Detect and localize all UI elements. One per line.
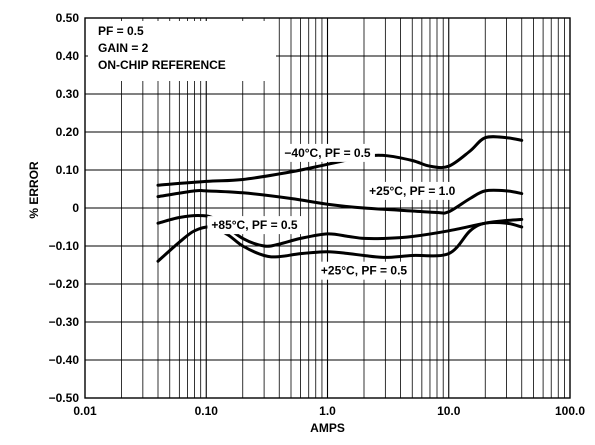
- series-label-background: [316, 261, 412, 280]
- series-label: −40°C, PF = 0.5: [284, 146, 371, 160]
- y-axis-title: % ERROR: [27, 161, 41, 219]
- series-label-background: [207, 216, 302, 235]
- y-tick-label: 0.20: [56, 125, 80, 139]
- x-axis-ticks: 0.01 0.10 1.0 10.0 100.0: [73, 404, 585, 418]
- note-line: ON-CHIP REFERENCE: [98, 58, 226, 72]
- series-label: +85°C, PF = 0.5: [211, 218, 298, 232]
- x-tick-label: 1.0: [319, 404, 336, 418]
- x-tick-label: 0.10: [195, 404, 219, 418]
- series-label-layer: −40°C, PF = 0.5 +25°C, PF = 1.0 +85°C, PF …: [211, 146, 455, 278]
- x-tick-label: 10.0: [437, 404, 461, 418]
- grid: [85, 18, 570, 398]
- y-tick-label: 0: [72, 201, 79, 215]
- y-axis-ticks: 0.50 0.40 0.30 0.20 0.10 0 −0.10 −0.20 −0.30 −0.4…: [49, 11, 80, 405]
- y-tick-label: −0.50: [49, 391, 80, 405]
- x-axis-title: AMPS: [310, 421, 345, 435]
- series-label-background: [280, 143, 375, 162]
- series-label-background: [365, 181, 460, 200]
- x-tick-label: 100.0: [555, 404, 585, 418]
- y-tick-label: −0.40: [49, 353, 80, 367]
- y-tick-label: −0.30: [49, 315, 80, 329]
- series-label: +25°C, PF = 1.0: [369, 184, 456, 198]
- plot-frame: [84, 17, 571, 399]
- note-line: GAIN = 2: [98, 41, 149, 55]
- x-tick-label: 0.01: [73, 404, 97, 418]
- series-lines: [156, 135, 524, 263]
- series-line-1: [156, 135, 524, 187]
- y-tick-label: 0.30: [56, 87, 80, 101]
- y-tick-label: −0.20: [49, 277, 80, 291]
- note-line: PF = 0.5: [98, 24, 144, 38]
- series-label: +25°C, PF = 0.5: [321, 264, 408, 278]
- y-tick-label: −0.10: [49, 239, 80, 253]
- y-tick-label: 0.40: [56, 49, 80, 63]
- series-line-2: [156, 188, 524, 215]
- chart-notes: PF = 0.5 GAIN = 2 ON-CHIP REFERENCE: [88, 21, 276, 81]
- notes-background: [88, 21, 276, 81]
- label-boxes: [207, 143, 460, 280]
- y-tick-label: 0.10: [56, 163, 80, 177]
- y-tick-label: 0.50: [56, 11, 80, 25]
